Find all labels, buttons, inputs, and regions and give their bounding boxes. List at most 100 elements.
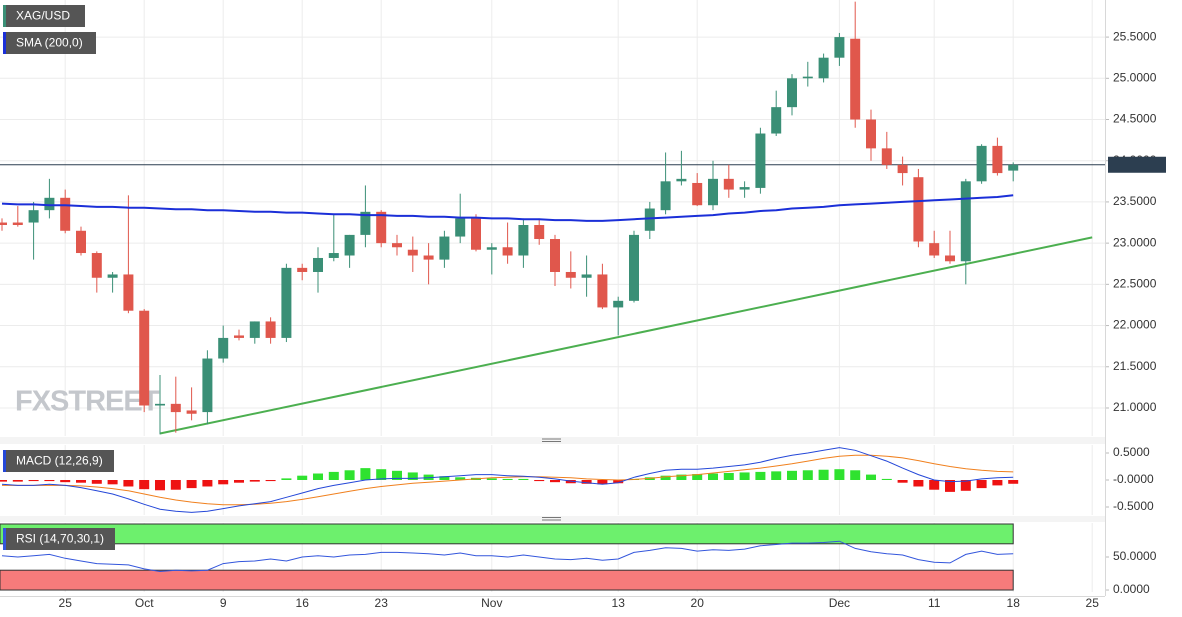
x-tick-label: 13 bbox=[612, 596, 626, 610]
candle-body bbox=[581, 274, 592, 278]
candle-body bbox=[202, 358, 213, 413]
macd-histogram-bar bbox=[392, 470, 402, 480]
candle-body bbox=[676, 178, 687, 182]
x-tick-label: 18 bbox=[1007, 596, 1021, 610]
trendline bbox=[159, 236, 1093, 435]
y-tick-label: 21.5000 bbox=[1113, 359, 1157, 373]
macd-histogram-bar bbox=[992, 480, 1003, 486]
candle-body bbox=[186, 410, 197, 414]
macd-histogram-bar bbox=[581, 480, 592, 484]
candle-body bbox=[170, 403, 181, 413]
candle-body bbox=[881, 148, 892, 165]
sma-line bbox=[1, 194, 1014, 222]
macd-histogram-bar bbox=[313, 473, 323, 480]
candle-body bbox=[423, 255, 434, 260]
candle-body bbox=[313, 257, 323, 272]
macd-histogram-bar bbox=[976, 480, 987, 489]
candle-body bbox=[297, 267, 308, 272]
macd-histogram-bar bbox=[692, 474, 703, 480]
candle-body bbox=[929, 243, 940, 256]
candle-body bbox=[565, 271, 576, 278]
candle-body bbox=[28, 210, 39, 223]
candle-body bbox=[534, 225, 545, 240]
candle-body bbox=[407, 249, 418, 256]
macd-histogram-bar bbox=[881, 478, 892, 480]
macd-histogram-bar bbox=[534, 480, 545, 482]
macd-histogram-bar bbox=[407, 472, 418, 480]
candle-body bbox=[866, 119, 876, 149]
candle-body bbox=[218, 337, 229, 359]
y-tick-label: 21.0000 bbox=[1113, 400, 1157, 414]
overbought-zone bbox=[0, 523, 1014, 545]
y-tick-label: 22.5000 bbox=[1113, 277, 1157, 291]
candle-body bbox=[739, 187, 750, 190]
macd-histogram-bar bbox=[945, 480, 955, 492]
candle-body bbox=[644, 208, 655, 231]
macd-histogram-bar bbox=[834, 469, 845, 480]
candle-body bbox=[960, 181, 971, 262]
candle-body bbox=[328, 253, 339, 258]
y-tick-label: 22.0000 bbox=[1113, 318, 1157, 332]
symbol-label: XAG/USD bbox=[16, 9, 70, 23]
symbol-tag-stripe bbox=[3, 5, 6, 27]
macd-histogram-bar bbox=[486, 478, 497, 480]
rsi-tag bbox=[3, 528, 115, 550]
macd-histogram-bar bbox=[376, 469, 387, 480]
macd-histogram-bar bbox=[76, 480, 86, 483]
candle-body bbox=[834, 37, 845, 58]
y-tick-label: -0.0000 bbox=[1113, 472, 1154, 486]
y-tick-label: 0.0000 bbox=[1113, 582, 1150, 596]
x-tick-label: 20 bbox=[691, 596, 705, 610]
macd-histogram-bar bbox=[297, 475, 308, 480]
macd-histogram-bar bbox=[170, 480, 181, 490]
symbol-tag bbox=[3, 5, 85, 27]
candle-body bbox=[60, 197, 71, 231]
candle-body bbox=[392, 243, 402, 248]
candle-body bbox=[486, 247, 497, 250]
candle-body bbox=[692, 182, 703, 206]
macd-histogram-bar bbox=[597, 480, 608, 485]
macd-histogram-bar bbox=[155, 480, 165, 491]
macd-histogram-bar bbox=[850, 470, 861, 480]
candle-body bbox=[945, 255, 955, 262]
candle-body bbox=[12, 222, 23, 226]
macd-histogram-bar bbox=[866, 474, 876, 480]
candle-body bbox=[550, 239, 560, 272]
candle-body bbox=[708, 178, 718, 206]
macd-histogram-bar bbox=[755, 471, 766, 480]
rsi-tag-stripe bbox=[3, 528, 6, 550]
candle-body bbox=[787, 78, 797, 108]
candle-body bbox=[629, 234, 639, 301]
macd-histogram-bar bbox=[218, 480, 229, 485]
x-tick-label: 9 bbox=[220, 596, 227, 610]
candle-body bbox=[771, 107, 782, 134]
macd-histogram-bar bbox=[613, 480, 624, 484]
sma-label: SMA (200,0) bbox=[16, 36, 83, 50]
x-tick-label: 11 bbox=[928, 596, 941, 610]
candle-body bbox=[76, 230, 86, 254]
candle-body bbox=[376, 211, 387, 244]
panel-separator bbox=[0, 516, 1105, 522]
macd-histogram-bar bbox=[186, 480, 197, 489]
macd-histogram-bar bbox=[360, 468, 371, 480]
macd-label: MACD (12,26,9) bbox=[16, 454, 103, 468]
candle-body bbox=[155, 403, 165, 406]
candle-body bbox=[597, 274, 608, 308]
candle-body bbox=[723, 178, 734, 190]
x-tick-label: 23 bbox=[375, 596, 389, 610]
x-tick-label: Oct bbox=[135, 596, 154, 610]
macd-histogram-bar bbox=[739, 472, 750, 480]
watermark: FXSTREET bbox=[15, 386, 160, 418]
macd-histogram-bar bbox=[502, 478, 513, 480]
x-tick-label: 25 bbox=[1086, 596, 1100, 610]
x-tick-label: 16 bbox=[296, 596, 310, 610]
macd-histogram-bar bbox=[202, 480, 213, 487]
macd-histogram-bar bbox=[234, 480, 244, 483]
y-tick-label: 24.5000 bbox=[1113, 112, 1157, 126]
candle-body bbox=[613, 300, 624, 308]
candle-body bbox=[502, 247, 513, 256]
macd-histogram-bar bbox=[60, 480, 71, 483]
candle-body bbox=[913, 177, 924, 242]
y-tick-label: 25.5000 bbox=[1113, 29, 1157, 43]
